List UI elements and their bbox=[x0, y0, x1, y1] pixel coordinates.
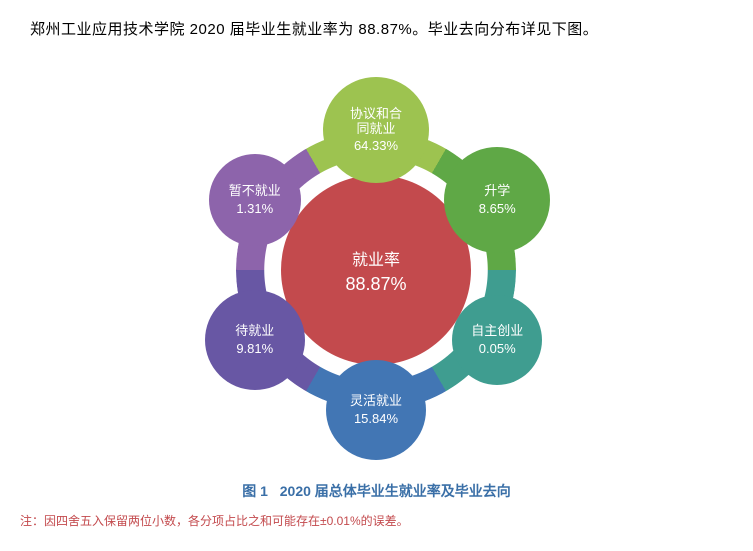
footnote: 注：因四舍五入保留两位小数，各分项占比之和可能存在±0.01%的误差。 bbox=[20, 512, 409, 529]
figure-caption: 图 1 2020 届总体毕业生就业率及毕业去向 bbox=[0, 481, 753, 501]
node-label: 自主创业 bbox=[471, 324, 523, 339]
chart-node: 暂不就业 1.31% bbox=[209, 154, 301, 246]
node-value: 15.84% bbox=[354, 411, 398, 426]
center-value: 88.87% bbox=[345, 274, 406, 295]
chart-node: 升学 8.65% bbox=[444, 147, 550, 253]
node-label: 协议和合同就业 bbox=[350, 107, 402, 137]
center-label: 就业率 bbox=[352, 246, 400, 270]
intro-text: 郑州工业应用技术学院 2020 届毕业生就业率为 88.87%。毕业去向分布详见… bbox=[30, 18, 723, 39]
chart-node: 自主创业 0.05% bbox=[452, 295, 542, 385]
node-value: 64.33% bbox=[354, 138, 398, 153]
node-label: 待就业 bbox=[235, 324, 274, 339]
node-value: 9.81% bbox=[236, 341, 273, 356]
chart-node: 协议和合同就业 64.33% bbox=[323, 77, 429, 183]
caption-prefix: 图 1 bbox=[242, 483, 268, 499]
caption-text: 2020 届总体毕业生就业率及毕业去向 bbox=[280, 483, 511, 499]
node-label: 灵活就业 bbox=[350, 394, 402, 409]
node-label: 升学 bbox=[484, 184, 510, 199]
chart-node: 待就业 9.81% bbox=[205, 290, 305, 390]
center-metric: 就业率 88.87% bbox=[281, 175, 471, 365]
chart-node: 灵活就业 15.84% bbox=[326, 360, 426, 460]
node-value: 0.05% bbox=[479, 341, 516, 356]
radial-chart: 就业率 88.87%协议和合同就业 64.33%升学 8.65%自主创业 0.0… bbox=[0, 60, 753, 480]
node-label: 暂不就业 bbox=[229, 184, 281, 199]
node-value: 1.31% bbox=[236, 201, 273, 216]
node-value: 8.65% bbox=[479, 201, 516, 216]
